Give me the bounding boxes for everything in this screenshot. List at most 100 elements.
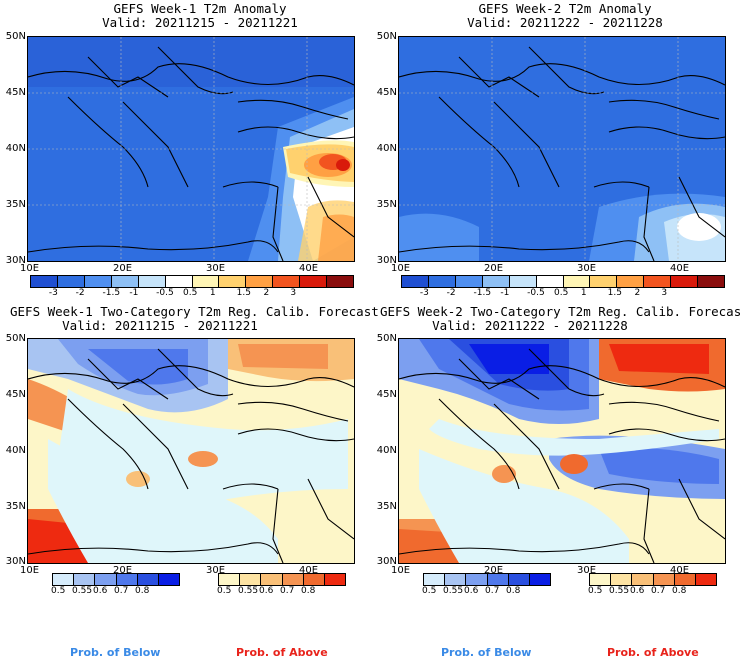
- probability-map-week1: [28, 339, 354, 563]
- colorbar-tick-label: 0.5: [554, 288, 569, 298]
- colorbar-swatch: [509, 276, 537, 287]
- colorbar-tick-label: 0.8: [506, 586, 521, 596]
- colorbar-swatch: [327, 276, 354, 287]
- colorbar-swatch: [116, 574, 138, 585]
- lat-label: 35N: [376, 501, 397, 512]
- colorbar-tick-label: 0.6: [259, 586, 274, 596]
- colorbar-tick-label: 2: [263, 288, 270, 298]
- colorbar-tick-label: 0.5: [183, 288, 198, 298]
- lat-label: 40N: [376, 143, 397, 154]
- lat-label: 40N: [5, 143, 26, 154]
- colorbar-swatch: [674, 574, 696, 585]
- colorbar-tick-label: 1: [209, 288, 216, 298]
- lon-label: 10E: [20, 263, 40, 274]
- lat-label: 50N: [376, 333, 397, 344]
- colorbar-tick-label: 0.55: [443, 586, 464, 596]
- lon-label: 10E: [391, 263, 411, 274]
- colorbar-tick-label: 0.7: [280, 586, 295, 596]
- colorbar-swatch: [138, 276, 166, 287]
- lat-label: 45N: [5, 389, 26, 400]
- lon-label: 30E: [577, 263, 597, 274]
- colorbar-swatch: [508, 574, 530, 585]
- lat-label: 30N: [376, 556, 397, 567]
- colorbar-swatch: [632, 574, 654, 585]
- lat-label: 30N: [5, 556, 26, 567]
- colorbar-tick-label: 3: [290, 288, 297, 298]
- colorbar-tick-label: 0.55: [609, 586, 630, 596]
- colorbar-tick-label: 1.5: [236, 288, 251, 298]
- panel2-title: GEFS Week-2 T2m Anomaly: [478, 1, 652, 16]
- lon-label: 40E: [299, 565, 319, 576]
- colorbar-swatch: [617, 276, 645, 287]
- colorbar-swatch: [644, 276, 672, 287]
- colorbar-tick-label: 0.5: [588, 586, 603, 596]
- colorbar-swatch: [671, 276, 699, 287]
- colorbar-tick-label: -0.5: [527, 288, 545, 298]
- map-panel-week2-probability: [398, 338, 726, 564]
- colorbar-swatch: [240, 574, 262, 585]
- colorbar-swatch: [487, 574, 509, 585]
- colorbar-tick-label: -2: [75, 288, 85, 298]
- colorbar-swatch: [300, 276, 328, 287]
- colorbar-tick-label: 0.6: [93, 586, 108, 596]
- colorbar-tick-label: -1.5: [473, 288, 492, 298]
- prob-below-colorbar-week1: [52, 573, 180, 586]
- colorbar-swatch: [536, 276, 564, 287]
- colorbar-swatch: [424, 574, 446, 585]
- colorbar-tick-label: 0.55: [238, 586, 259, 596]
- colorbar-swatch: [653, 574, 675, 585]
- colorbar-swatch: [74, 574, 96, 585]
- anomaly-map-week2: [399, 37, 725, 261]
- colorbar-swatch: [246, 276, 274, 287]
- prob-above-colorbar-week1: [218, 573, 346, 586]
- probability-map-week2: [399, 339, 725, 563]
- colorbar-tick-label: 1.5: [607, 288, 622, 298]
- colorbar-tick-label: -3: [48, 288, 58, 298]
- colorbar-tick-label: 0.7: [651, 586, 666, 596]
- colorbar-swatch: [324, 574, 346, 585]
- colorbar-swatch: [695, 574, 717, 585]
- lon-label: 40E: [299, 263, 319, 274]
- colorbar-swatch: [165, 276, 193, 287]
- colorbar-tick-label: 1: [580, 288, 587, 298]
- colorbar-tick-label: -2: [446, 288, 456, 298]
- anomaly-colorbar-week1: [30, 275, 354, 288]
- colorbar-tick-label: -1.5: [102, 288, 121, 298]
- map-panel-week1-anomaly: [27, 36, 355, 262]
- lon-label: 40E: [670, 565, 690, 576]
- colorbar-swatch: [31, 276, 58, 287]
- lon-label: 20E: [113, 565, 133, 576]
- colorbar-tick-label: 0.7: [114, 586, 129, 596]
- colorbar-tick-label: 0.7: [485, 586, 500, 596]
- lat-label: 30N: [376, 255, 397, 266]
- panel1-valid: Valid: 20211215 - 20211221: [102, 15, 298, 30]
- lat-label: 45N: [5, 87, 26, 98]
- lon-label: 20E: [484, 263, 504, 274]
- colorbar-tick-label: -1: [129, 288, 139, 298]
- anomaly-map-week1: [28, 37, 354, 261]
- colorbar-tick-label: 0.5: [51, 586, 66, 596]
- lon-label: 20E: [113, 263, 133, 274]
- colorbar-tick-label: 0.8: [135, 586, 150, 596]
- map-panel-week2-anomaly: [398, 36, 726, 262]
- lon-label: 10E: [391, 565, 411, 576]
- lat-label: 35N: [5, 199, 26, 210]
- colorbar-tick-label: -0.5: [156, 288, 174, 298]
- panel4-valid: Valid: 20211222 - 20211228: [432, 318, 628, 333]
- panel1-title: GEFS Week-1 T2m Anomaly: [113, 1, 287, 16]
- colorbar-swatch: [219, 276, 247, 287]
- prob-above-caption-week2: Prob. of Above: [607, 646, 699, 659]
- colorbar-swatch: [445, 574, 467, 585]
- colorbar-tick-label: -1: [500, 288, 510, 298]
- colorbar-swatch: [303, 574, 325, 585]
- lon-label: 30E: [206, 263, 226, 274]
- panel3-valid: Valid: 20211215 - 20211221: [62, 318, 258, 333]
- colorbar-swatch: [563, 276, 591, 287]
- colorbar-swatch: [219, 574, 241, 585]
- colorbar-swatch: [482, 276, 510, 287]
- lon-label: 30E: [577, 565, 597, 576]
- lon-label: 20E: [484, 565, 504, 576]
- prob-below-colorbar-week2: [423, 573, 551, 586]
- prob-above-colorbar-week2: [589, 573, 717, 586]
- lat-label: 50N: [376, 31, 397, 42]
